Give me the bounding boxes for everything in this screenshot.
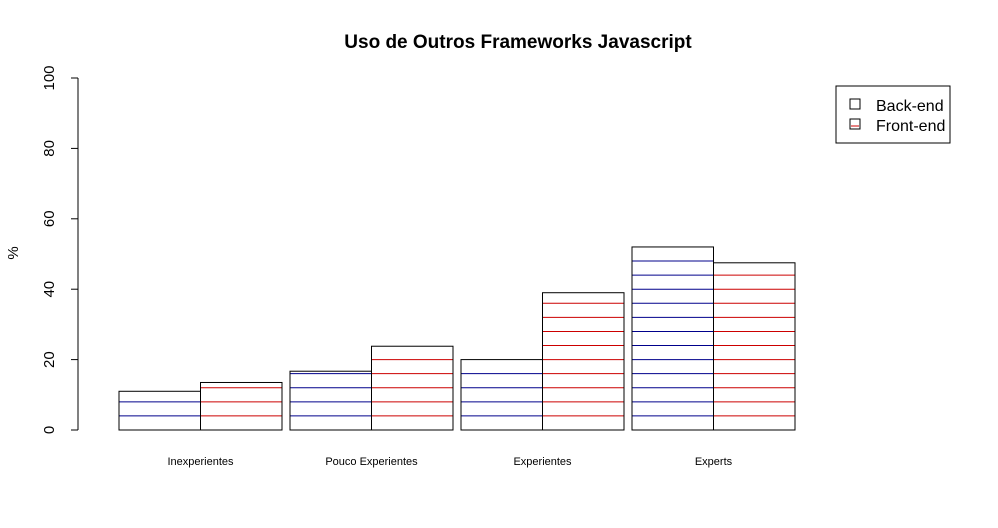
category-label: Pouco Experientes: [325, 456, 418, 468]
bar-outline: [542, 292, 625, 431]
category-label: Inexperientes: [167, 456, 234, 468]
bar-front-end-2: [542, 292, 625, 431]
legend-swatch-back-end: [849, 98, 861, 110]
bar-fill: [119, 391, 201, 430]
y-tick-label: 60: [41, 210, 58, 227]
bars-layer: [118, 246, 796, 431]
bar-back-end-3: [631, 246, 714, 431]
chart-title: Uso de Outros Frameworks Javascript: [344, 32, 692, 53]
legend-swatch-front-end: [849, 118, 861, 130]
bar-fill: [461, 359, 543, 430]
bar-fill: [200, 382, 282, 430]
category-label: Experientes: [513, 456, 572, 468]
bar-back-end-0: [118, 390, 201, 431]
y-tick-label: 40: [41, 281, 58, 298]
y-axis-label: %: [5, 246, 22, 259]
bar-outline: [713, 262, 796, 431]
y-tick-label: 0: [41, 426, 58, 434]
bar-front-end-3: [713, 262, 796, 431]
bar-back-end-1: [289, 370, 372, 431]
legend-label-front-end: Front-end: [876, 118, 945, 135]
bar-front-end-1: [371, 345, 454, 431]
legend-label-back-end: Back-end: [876, 98, 944, 115]
category-labels: Inexperientes Pouco Experientes Experiente…: [167, 456, 732, 468]
bar-outline: [371, 345, 454, 431]
bar-fill: [632, 246, 714, 430]
bar-back-end-2: [460, 359, 543, 431]
legend-box: [835, 85, 951, 144]
bar-front-end-0: [200, 381, 283, 431]
legend: Back-end Front-end: [835, 85, 951, 144]
y-tick-label: 100: [41, 65, 58, 90]
y-axis: 0 20 40 60 80 100: [41, 65, 79, 434]
bar-fill: [542, 292, 624, 430]
bar-outline: [200, 381, 283, 431]
category-label: Experts: [695, 456, 733, 468]
bar-fill: [290, 371, 372, 430]
bar-fill: [713, 262, 795, 430]
y-tick-label: 20: [41, 351, 58, 368]
y-tick-label: 80: [41, 140, 58, 157]
